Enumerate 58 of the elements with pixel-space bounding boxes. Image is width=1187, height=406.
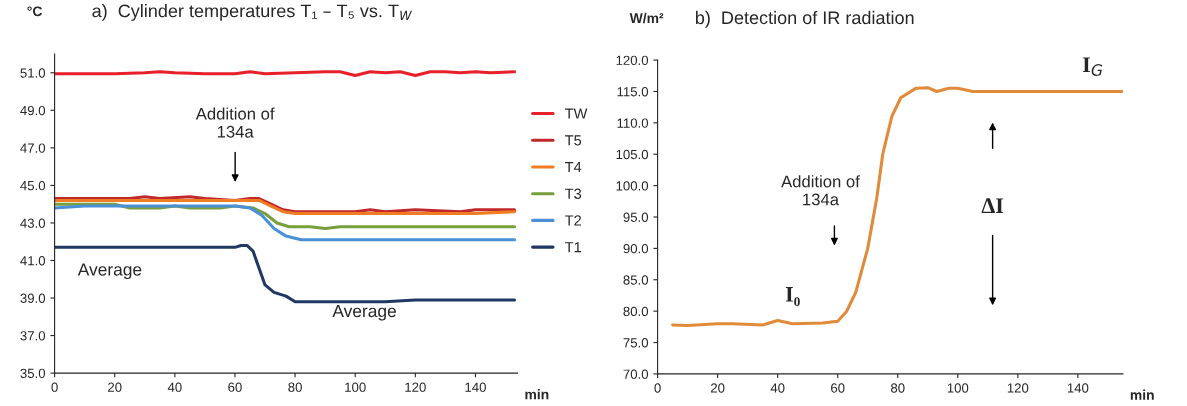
y-tick-label: 80.0 xyxy=(623,306,649,317)
y-tick-label: 39.0 xyxy=(20,293,46,303)
legend-label: T4 xyxy=(565,162,582,173)
y-tick-label: 95.0 xyxy=(623,212,649,222)
x-tick-label: 120 xyxy=(1007,383,1029,393)
x-axis-title: min xyxy=(525,389,549,400)
y-tick-label: 105.0 xyxy=(616,149,649,160)
y-tick-label: 115.0 xyxy=(617,87,649,97)
y-tick-label: 45.0 xyxy=(20,180,46,191)
x-tick-label: 60 xyxy=(831,383,845,393)
y-tick-label: 85.0 xyxy=(623,275,649,285)
x-tick-label: 140 xyxy=(1067,383,1089,393)
x-tick-label: 100 xyxy=(947,383,969,393)
x-tick-label: 40 xyxy=(167,382,182,392)
y-tick-label: 120.0 xyxy=(616,55,649,65)
x-tick-label: 40 xyxy=(770,383,785,393)
y-tick-label: 37.0 xyxy=(20,331,46,341)
chart-title: a) Cylinder temperatures T₁ – T₅ vs. T$_{W}$ xyxy=(92,4,413,21)
y-tick-label: 75.0 xyxy=(623,338,649,348)
annotation: I₀ xyxy=(785,287,800,307)
chart-title: b) Detection of IR radiation xyxy=(695,10,914,28)
x-tick-label: 0 xyxy=(51,382,58,392)
line-series xyxy=(54,204,517,242)
y-tick-label: 110.0 xyxy=(617,118,649,128)
y-tick-label: 70.0 xyxy=(623,369,649,379)
y-tick-label: 43.0 xyxy=(20,218,46,228)
y-tick-label: 47.0 xyxy=(20,143,46,153)
legend-label: TW xyxy=(565,108,588,119)
legend-label: T1 xyxy=(565,242,582,253)
x-tick-label: 120 xyxy=(405,382,426,392)
y-tick-label: 49.0 xyxy=(20,105,46,116)
y-tick-label: 51.0 xyxy=(20,68,46,78)
annotation: I$_{G}$ xyxy=(1082,57,1103,76)
x-tick-label: 80 xyxy=(890,383,905,393)
x-tick-label: 60 xyxy=(228,382,242,392)
x-tick-label: 20 xyxy=(710,383,725,393)
x-tick-label: 80 xyxy=(288,382,302,392)
legend-label: T5 xyxy=(565,135,582,146)
annotation: Average xyxy=(332,305,396,321)
x-axis-title: min xyxy=(1130,389,1154,400)
annotation: Addition of 134a xyxy=(781,175,860,206)
y-axis-title: °C xyxy=(27,6,43,17)
legend-label: T2 xyxy=(565,215,581,226)
y-tick-label: 100.0 xyxy=(616,181,649,191)
annotation: ΔI xyxy=(981,198,1004,213)
annotation: Addition of 134a xyxy=(195,107,275,138)
x-tick-label: 140 xyxy=(465,382,486,392)
x-tick-label: 0 xyxy=(654,383,661,393)
legend-label: T3 xyxy=(565,188,582,199)
y-tick-label: 41.0 xyxy=(20,256,46,266)
y-tick-label: 90.0 xyxy=(623,243,649,254)
y-tick-label: 35.0 xyxy=(20,368,46,379)
annotation: Average xyxy=(77,263,142,280)
x-tick-label: 100 xyxy=(345,382,366,392)
line-series xyxy=(671,86,1123,328)
y-axis-title: W/m² xyxy=(629,12,664,24)
x-tick-label: 20 xyxy=(108,382,122,392)
line-series xyxy=(54,243,517,304)
